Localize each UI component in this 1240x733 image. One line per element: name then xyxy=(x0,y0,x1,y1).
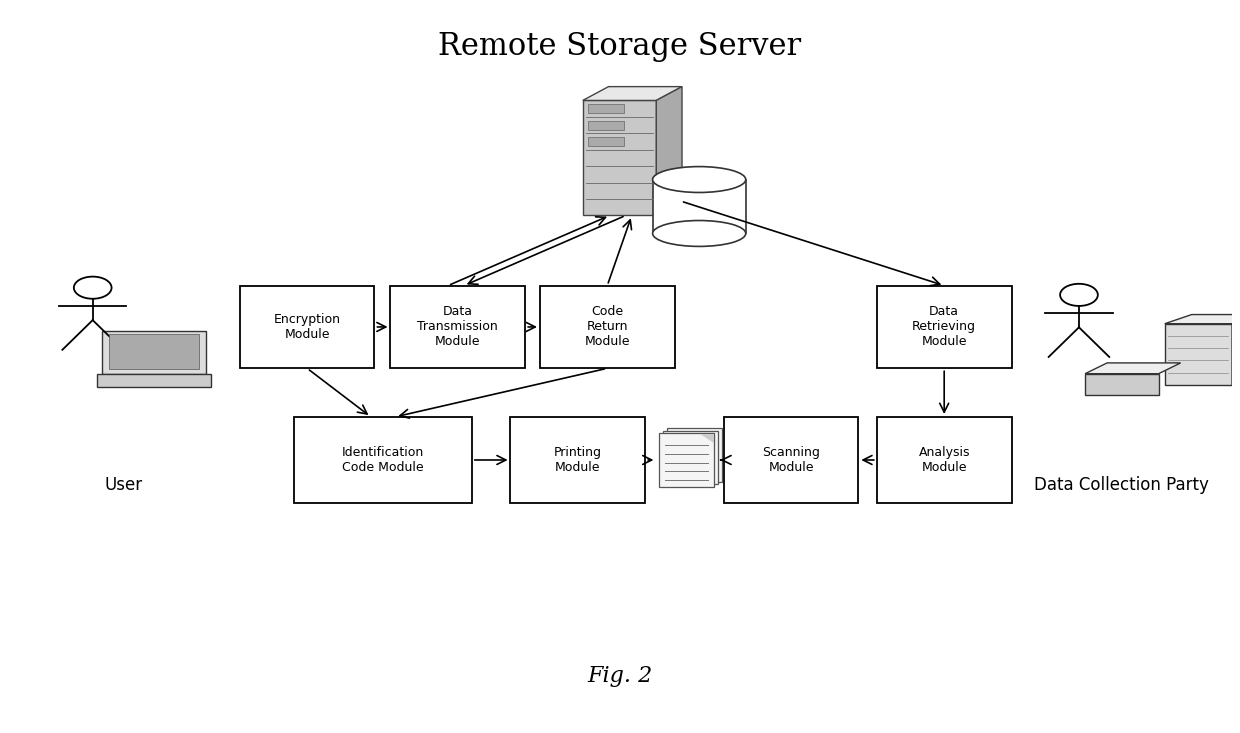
FancyBboxPatch shape xyxy=(511,417,645,503)
FancyBboxPatch shape xyxy=(97,374,211,386)
Bar xyxy=(652,180,745,234)
Text: Data
Transmission
Module: Data Transmission Module xyxy=(418,306,498,348)
Text: Encryption
Module: Encryption Module xyxy=(274,313,341,341)
FancyBboxPatch shape xyxy=(583,100,656,216)
Ellipse shape xyxy=(652,166,745,193)
FancyBboxPatch shape xyxy=(1085,374,1158,395)
Text: Identification
Code Module: Identification Code Module xyxy=(342,446,424,474)
Text: Data Collection Party: Data Collection Party xyxy=(1034,476,1209,494)
Text: Code
Return
Module: Code Return Module xyxy=(584,306,630,348)
FancyBboxPatch shape xyxy=(294,417,472,503)
Polygon shape xyxy=(1085,363,1180,374)
Polygon shape xyxy=(1164,314,1240,324)
FancyBboxPatch shape xyxy=(724,417,858,503)
Polygon shape xyxy=(583,86,682,100)
Text: Scanning
Module: Scanning Module xyxy=(763,446,820,474)
FancyBboxPatch shape xyxy=(102,331,206,374)
FancyBboxPatch shape xyxy=(391,286,526,368)
FancyBboxPatch shape xyxy=(109,334,198,369)
Text: Data
Retrieving
Module: Data Retrieving Module xyxy=(913,306,976,348)
Polygon shape xyxy=(1233,314,1240,385)
Ellipse shape xyxy=(652,221,745,246)
Bar xyxy=(588,104,625,114)
FancyBboxPatch shape xyxy=(877,286,1012,368)
Polygon shape xyxy=(656,86,682,216)
FancyBboxPatch shape xyxy=(877,417,1012,503)
Text: Analysis
Module: Analysis Module xyxy=(919,446,970,474)
Text: Fig. 2: Fig. 2 xyxy=(587,665,652,687)
FancyBboxPatch shape xyxy=(660,433,714,487)
Bar xyxy=(588,137,625,146)
FancyBboxPatch shape xyxy=(667,428,722,482)
Bar xyxy=(588,121,625,130)
Polygon shape xyxy=(699,433,714,442)
FancyBboxPatch shape xyxy=(239,286,374,368)
FancyBboxPatch shape xyxy=(1164,324,1233,385)
FancyBboxPatch shape xyxy=(663,430,718,485)
Text: Printing
Module: Printing Module xyxy=(554,446,601,474)
Text: Remote Storage Server: Remote Storage Server xyxy=(438,31,801,62)
FancyBboxPatch shape xyxy=(539,286,675,368)
Text: User: User xyxy=(104,476,143,494)
